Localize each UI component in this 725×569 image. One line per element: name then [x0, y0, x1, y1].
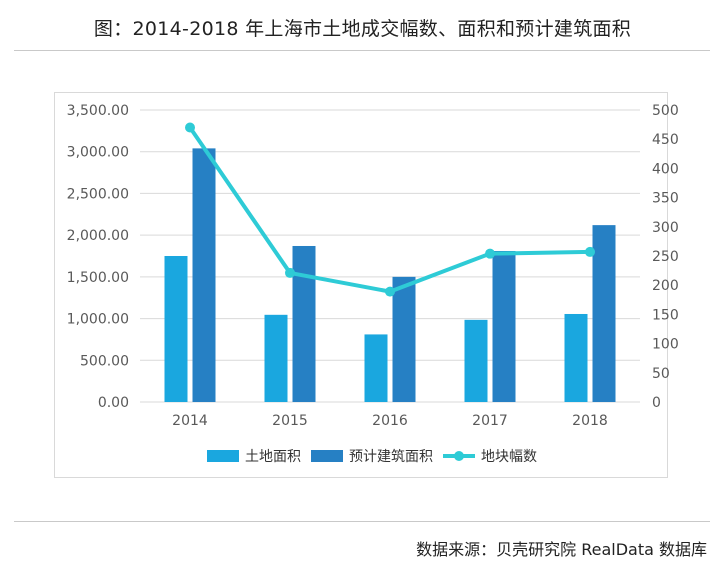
- y-left-tick-label: 1,500.00: [67, 270, 129, 286]
- legend-label: 预计建筑面积: [349, 449, 433, 465]
- legend-label: 地块幅数: [481, 449, 537, 465]
- y-right-tick-label: 50: [652, 366, 670, 382]
- y-right-tick-label: 150: [652, 307, 679, 323]
- top-divider: [14, 50, 710, 51]
- y-right-tick-label: 100: [652, 337, 679, 353]
- y-right-tick-label: 0: [652, 395, 661, 411]
- data-source: 数据来源：贝壳研究院 RealData 数据库: [416, 540, 707, 559]
- chart-title: 图：2014-2018 年上海市土地成交幅数、面积和预计建筑面积: [93, 18, 632, 40]
- bar-land-area: [164, 256, 188, 402]
- bar-building-area: [392, 276, 416, 402]
- y-right-tick-label: 250: [652, 249, 679, 265]
- y-left-tick-label: 0.00: [98, 395, 129, 411]
- y-right-tick-label: 300: [652, 220, 679, 236]
- y-left-tick-label: 2,500.00: [67, 186, 129, 202]
- bar-land-area: [564, 313, 588, 402]
- bar-building-area: [492, 250, 516, 402]
- y-right-tick-label: 450: [652, 132, 679, 148]
- x-tick-label: 2018: [572, 413, 608, 429]
- bar-land-area: [464, 319, 488, 402]
- legend-label: 土地面积: [245, 449, 301, 465]
- line-point: [285, 267, 295, 278]
- bar-land-area: [364, 334, 388, 402]
- y-left-tick-label: 2,000.00: [67, 228, 129, 244]
- x-tick-label: 2014: [172, 413, 208, 429]
- legend-swatch: [311, 450, 343, 462]
- line-point: [485, 248, 495, 259]
- x-tick-label: 2015: [272, 413, 308, 429]
- chart-frame: [54, 92, 668, 478]
- y-right-tick-label: 200: [652, 278, 679, 294]
- legend-swatch: [207, 450, 239, 462]
- y-right-tick-label: 500: [652, 103, 679, 119]
- bar-building-area: [292, 245, 316, 402]
- y-left-tick-label: 1,000.00: [67, 312, 129, 328]
- bottom-divider: [14, 521, 710, 522]
- y-right-tick-label: 400: [652, 161, 679, 177]
- bar-building-area: [192, 148, 216, 402]
- x-tick-label: 2016: [372, 413, 408, 429]
- x-tick-label: 2017: [472, 413, 508, 429]
- y-left-tick-label: 3,500.00: [67, 103, 129, 119]
- bar-building-area: [592, 225, 616, 402]
- y-left-tick-label: 500.00: [80, 353, 129, 369]
- line-point: [385, 286, 395, 297]
- y-left-tick-label: 3,000.00: [67, 145, 129, 161]
- legend-marker: [454, 451, 464, 461]
- bar-land-area: [264, 314, 288, 402]
- line-point: [585, 246, 595, 257]
- line-point: [185, 122, 195, 133]
- y-right-tick-label: 350: [652, 191, 679, 207]
